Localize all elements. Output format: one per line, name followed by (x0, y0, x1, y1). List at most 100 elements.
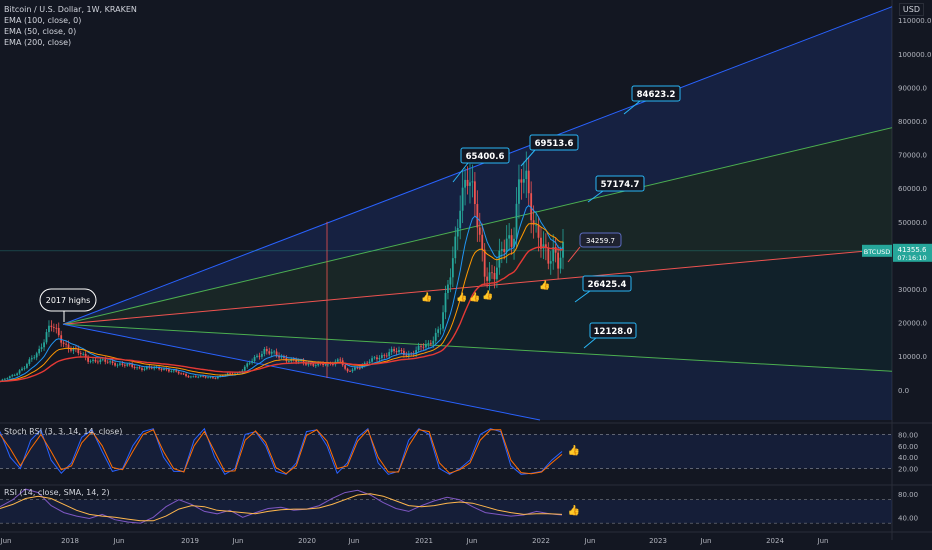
time-tick-label: Jun (700, 537, 712, 545)
candle-body (30, 358, 33, 360)
candle-body (160, 369, 163, 370)
candle-body (131, 364, 134, 367)
currency-badge[interactable]: USD (898, 3, 924, 16)
candle-body (547, 248, 550, 264)
symbol-title[interactable]: Bitcoin / U.S. Dollar, 1W, KRAKEN (4, 5, 137, 14)
candle-body (197, 376, 200, 378)
candle-body (128, 364, 131, 366)
candle-body (427, 342, 430, 344)
candle-body (133, 366, 136, 368)
candle-body (393, 349, 395, 352)
candle-body (72, 348, 75, 351)
candle-body (190, 376, 192, 378)
candle-body (295, 360, 298, 362)
candle-body (114, 363, 116, 366)
rsi-legend[interactable]: RSI (14, close, SMA, 14, 2) (4, 488, 110, 497)
candle-body (283, 356, 285, 358)
candle-body (16, 373, 19, 376)
candle-body (532, 220, 535, 225)
candle-body (67, 344, 70, 350)
candle-body (380, 355, 383, 358)
time-tick-label: 2024 (766, 537, 784, 545)
time-tick-label: 2020 (298, 537, 316, 545)
candle-body (351, 369, 354, 372)
candle-body (84, 353, 87, 358)
callout-69513-box (529, 134, 579, 151)
thumbs-up-icon: 👍 (539, 279, 550, 291)
rsi-series-1 (0, 493, 563, 522)
candle-body (385, 355, 388, 357)
candle-body (177, 371, 180, 374)
candle-body (153, 367, 156, 369)
candle-body (11, 375, 14, 377)
candle-body (182, 373, 185, 375)
stoch-rsi-series-1 (0, 428, 563, 475)
candle-body (535, 224, 537, 226)
time-tick-label: 2022 (532, 537, 550, 545)
thumbs-up-icon: 👍 (469, 291, 480, 303)
symbol-tag-box (862, 244, 892, 257)
candle-body (6, 378, 9, 379)
callout-84623-box (631, 85, 681, 102)
candle-body (199, 375, 202, 377)
candle-body (246, 363, 249, 367)
symbol-tag: BTCUSD (864, 248, 890, 256)
candle-body (1, 379, 4, 382)
time-tick-label: Jun (0, 537, 11, 545)
candle-body (163, 368, 165, 370)
candle-body (486, 276, 489, 281)
candle-body (109, 361, 112, 363)
candle-body (136, 367, 138, 369)
candle-body (505, 238, 508, 253)
candle-body (508, 235, 511, 239)
candle-body (141, 368, 143, 370)
price-tick-label: 70000.0 (898, 152, 927, 160)
candle-body (417, 345, 420, 351)
callout-65400: 65400.6 (466, 152, 505, 162)
callout-34259-box (579, 232, 622, 248)
candle-body (525, 170, 528, 180)
candle-body (449, 277, 452, 285)
callout-65400-box (460, 147, 510, 164)
candle-body (52, 327, 55, 328)
candle-body (268, 351, 271, 354)
candle-body (45, 332, 48, 343)
stoch-rsi-legend[interactable]: Stoch RSI (3, 3, 14, 14, close) (4, 427, 123, 436)
candle-body (437, 329, 440, 333)
candle-body (444, 292, 447, 313)
fan-line-upper (62, 6, 893, 325)
candle-body (378, 357, 381, 360)
candle-body (89, 360, 92, 362)
candle-body (366, 362, 369, 364)
candle-body (8, 376, 11, 379)
candle-body (358, 367, 361, 369)
candle-body (483, 249, 486, 277)
callout-65400-pointer (452, 162, 469, 183)
candle-body (123, 364, 126, 366)
time-tick-label: Jun (466, 537, 478, 545)
candle-body (476, 204, 479, 228)
candle-body (368, 361, 371, 364)
ema-50-legend[interactable]: EMA (50, close, 0) (4, 27, 77, 36)
candle-body (552, 247, 555, 262)
candle-body (371, 358, 373, 362)
candle-body (314, 365, 317, 367)
ema-200-legend[interactable]: EMA (200, close) (4, 38, 72, 47)
time-tick-label: Jun (232, 537, 244, 545)
candle-body (336, 359, 339, 362)
candle-body (175, 370, 178, 372)
candle-body (554, 247, 557, 253)
candle-body (150, 367, 153, 369)
callout-69513-pointer (520, 149, 536, 167)
candle-body (302, 360, 305, 363)
candle-body (544, 244, 547, 249)
last-price-label: 41355.6 (898, 246, 927, 254)
candle-body (429, 342, 432, 344)
candle-body (143, 368, 146, 370)
fan-zone-low (63, 248, 892, 372)
ema-100-legend[interactable]: EMA (100, close, 0) (4, 16, 82, 25)
candle-body (92, 359, 94, 361)
candle-body (307, 363, 310, 365)
fan-line-green-lower (62, 323, 893, 372)
